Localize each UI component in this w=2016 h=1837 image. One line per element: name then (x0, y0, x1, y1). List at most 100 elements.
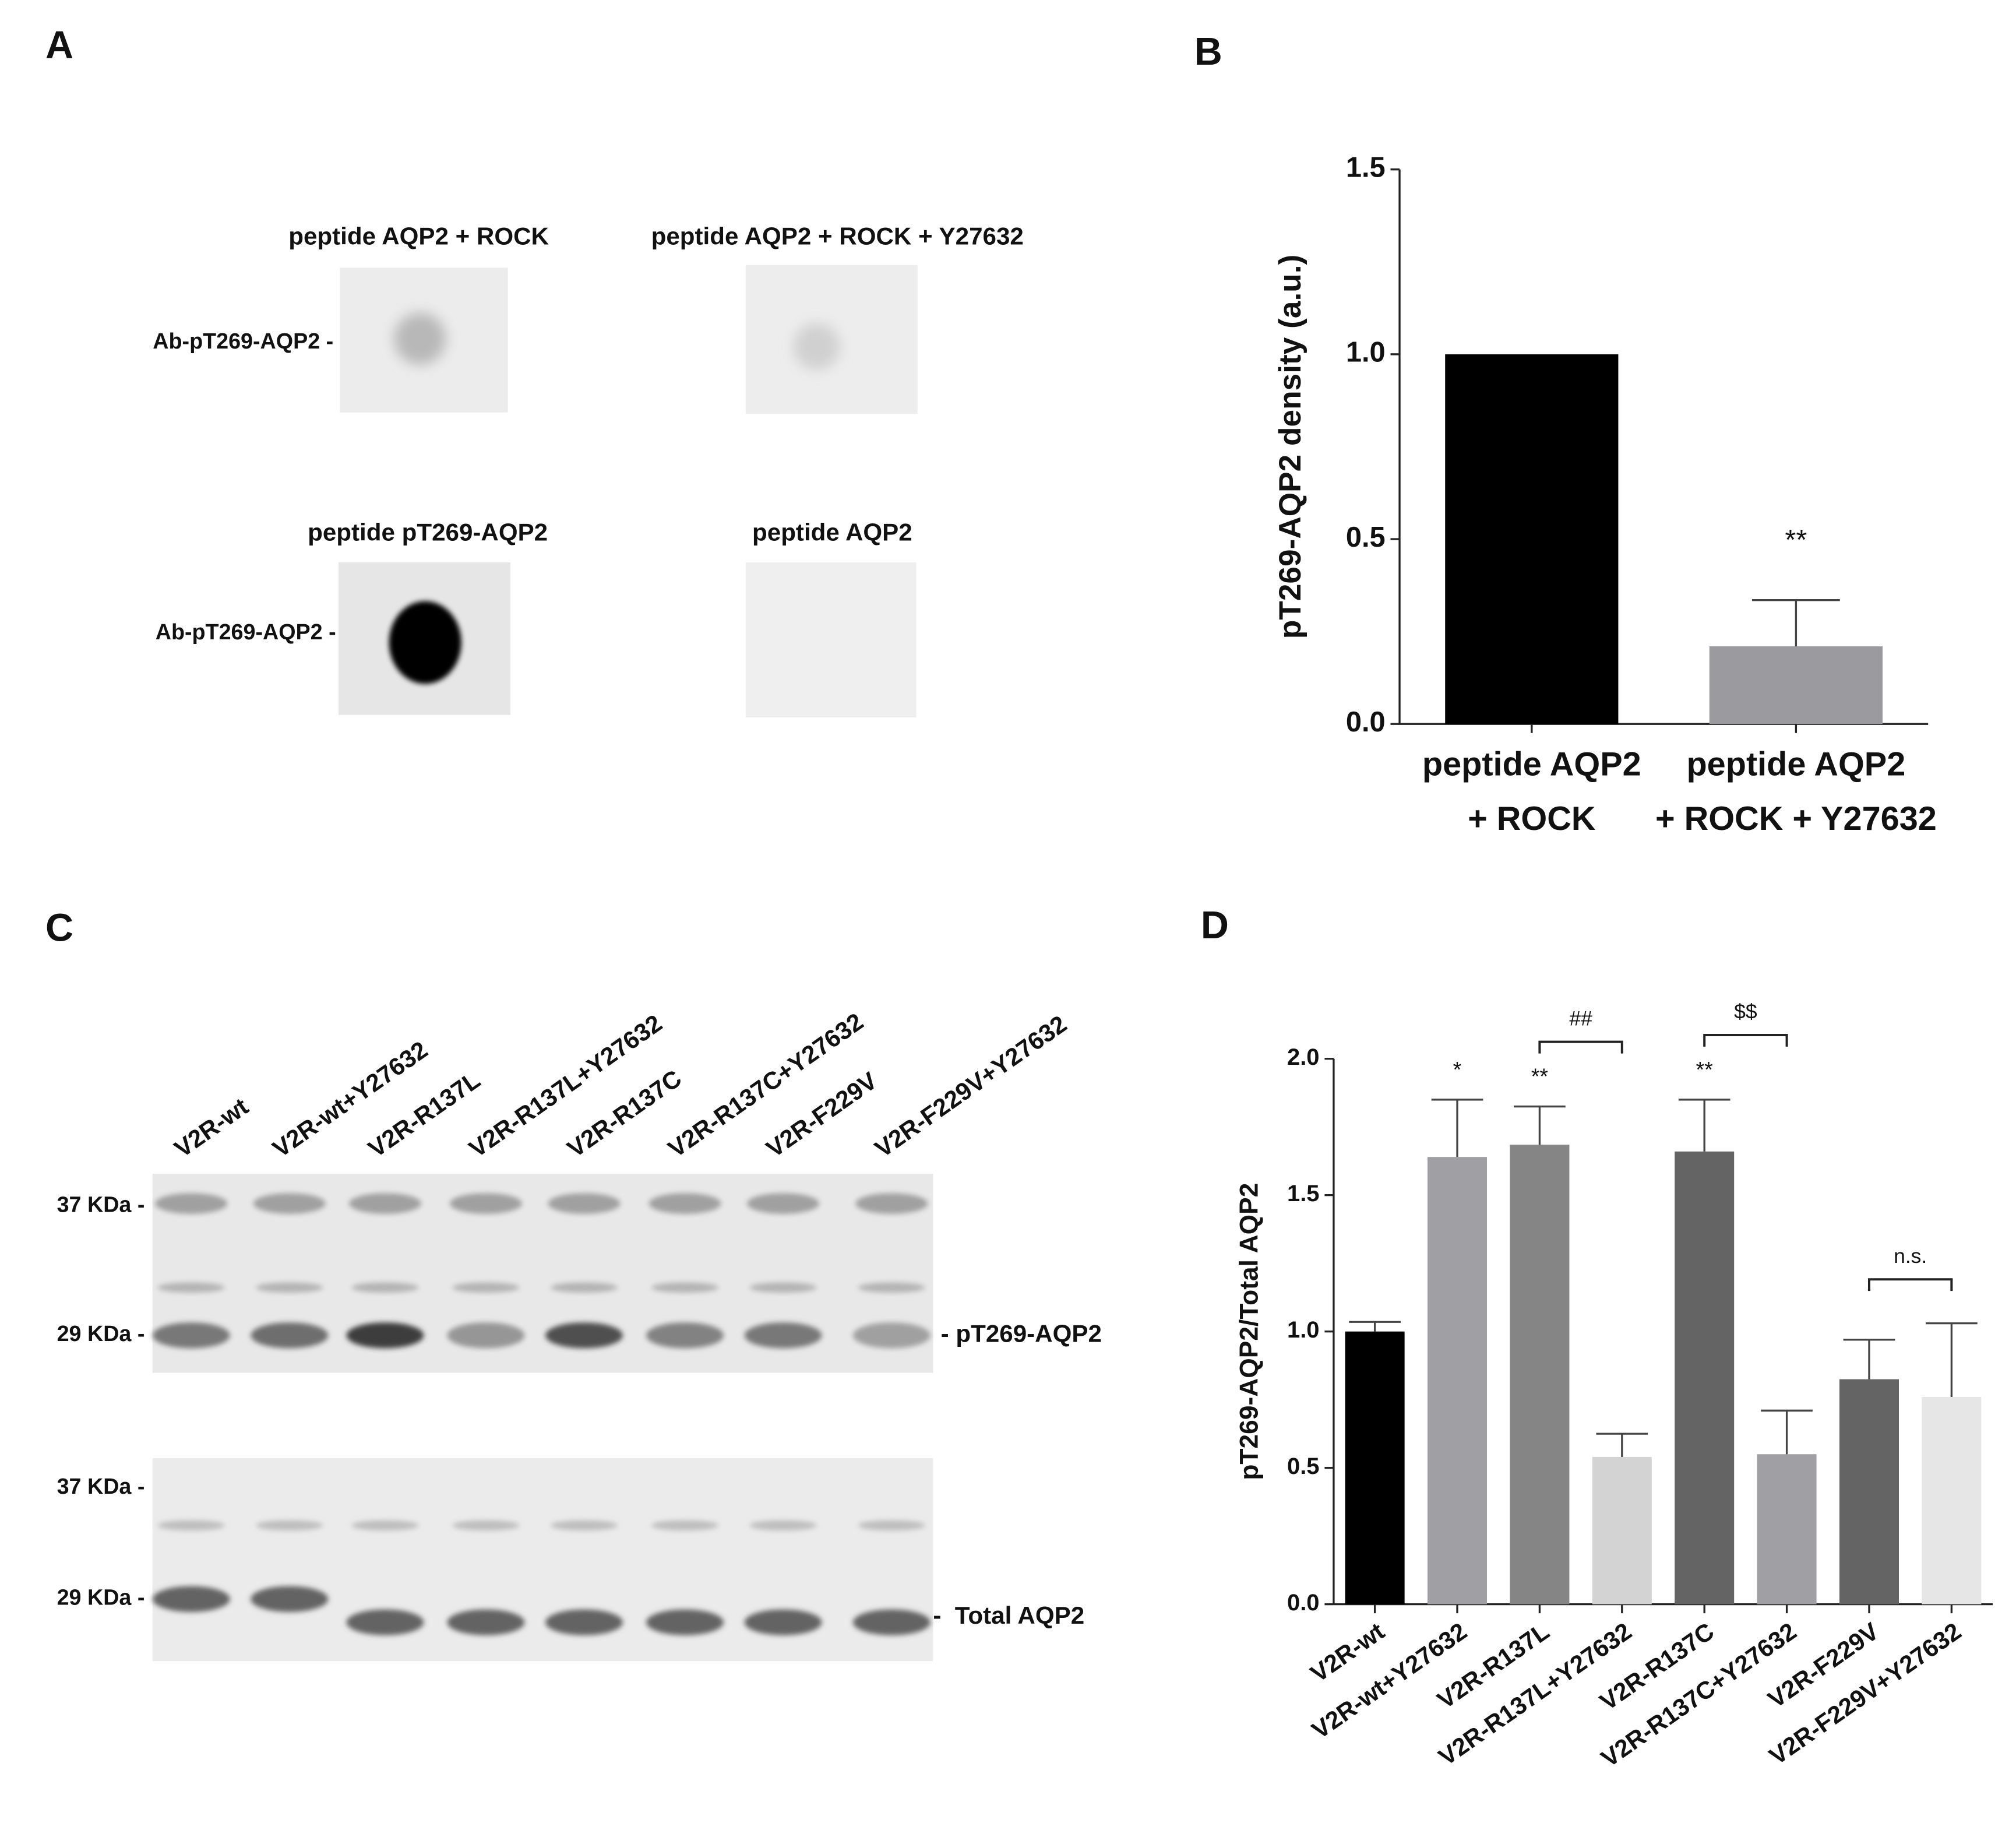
significance-label: ** (1531, 1064, 1549, 1089)
bar (1922, 1396, 1982, 1604)
x-tick-label: + ROCK (1468, 800, 1596, 837)
spot-label: peptide pT269-AQP2 (308, 518, 548, 546)
blot-square (745, 562, 917, 718)
bar (1428, 1157, 1488, 1604)
blot-band (545, 1609, 623, 1635)
panel-label: A (45, 24, 73, 67)
blot-band (251, 1586, 329, 1612)
blot-band (447, 1609, 525, 1635)
blot-band (550, 1520, 618, 1531)
blot-band (744, 1609, 822, 1635)
blot-band (852, 1609, 931, 1635)
blot-spot (389, 601, 461, 684)
blot-band (651, 1520, 719, 1531)
spot-label: peptide AQP2 + ROCK (288, 222, 549, 249)
blot-membrane (152, 1458, 933, 1662)
bar (1510, 1145, 1570, 1604)
blot-spot (793, 323, 840, 370)
row-label: Ab-pT269-AQP2 - (156, 620, 336, 644)
blot-band (744, 1322, 822, 1349)
blot-band (449, 1193, 523, 1214)
band-label: - Total AQP2 (933, 1602, 1084, 1629)
blot-band (852, 1322, 931, 1349)
blot-band (855, 1193, 928, 1214)
significance-bracket (1703, 1033, 1788, 1047)
y-tick-label: 1.0 (1346, 337, 1386, 368)
blot-band (550, 1282, 618, 1293)
bar (1709, 646, 1883, 724)
blot-band (155, 1193, 228, 1214)
y-tick-label: 0.5 (1346, 522, 1386, 553)
panel-label: B (1194, 30, 1222, 73)
y-tick-label: 0.5 (1287, 1454, 1319, 1479)
significance-label: ** (1785, 525, 1807, 556)
blot-band (346, 1609, 424, 1635)
bracket-label: n.s. (1894, 1244, 1927, 1268)
blot-band (157, 1520, 225, 1531)
panel-label: C (45, 907, 73, 950)
significance-bracket (1538, 1040, 1623, 1054)
blot-band (152, 1322, 230, 1349)
y-tick-label: 1.5 (1287, 1181, 1319, 1206)
spot-label: peptide AQP2 + ROCK + Y27632 (651, 222, 1024, 249)
y-tick-label: 1.0 (1287, 1317, 1319, 1343)
y-axis-title: pT269-AQP2/Total AQP2 (1235, 1183, 1264, 1480)
x-tick-label: peptide AQP2 (1422, 746, 1641, 783)
blot-band (651, 1282, 719, 1293)
bar (1839, 1379, 1899, 1604)
western-blot-panel: 37 KDa - 29 KDa - 37 KDa - 29 KDa - - pT… (57, 1008, 1102, 1662)
blot-band (749, 1282, 817, 1293)
size-marker: 29 KDa - (57, 1585, 145, 1610)
bar (1757, 1454, 1817, 1604)
blot-band (648, 1193, 721, 1214)
lane-label: V2R-wt (170, 1093, 253, 1163)
blot-band (256, 1520, 323, 1531)
y-axis-title: pT269-AQP2 density (a.u.) (1273, 255, 1307, 639)
bar (1675, 1151, 1735, 1604)
lane-label: V2R-F229V+Y27632 (870, 1010, 1072, 1163)
blot-band (452, 1282, 520, 1293)
blot-band (858, 1282, 926, 1293)
significance-label: * (1453, 1057, 1462, 1082)
blot-band (749, 1520, 817, 1531)
panel-label: D (1201, 904, 1229, 947)
blot-band (548, 1193, 621, 1214)
blot-band (858, 1520, 926, 1531)
blot-band (348, 1193, 422, 1214)
blot-band (646, 1322, 724, 1349)
blot-band (746, 1193, 820, 1214)
size-marker: 29 KDa - (57, 1321, 145, 1346)
bracket-label: $$ (1734, 1000, 1757, 1023)
blot-band (253, 1193, 326, 1214)
significance-label: ** (1696, 1057, 1714, 1082)
y-tick-label: 2.0 (1287, 1044, 1319, 1070)
y-tick-label: 0.0 (1346, 706, 1386, 738)
bar (1592, 1456, 1652, 1604)
blot-band (452, 1520, 520, 1531)
blot-band (646, 1609, 724, 1635)
blot-band (351, 1282, 419, 1293)
blot-band (346, 1322, 424, 1349)
x-tick-label: + ROCK + Y27632 (1655, 800, 1937, 837)
y-tick-label: 0.0 (1287, 1590, 1319, 1616)
dot-blot-panel: peptide AQP2 + ROCK peptide AQP2 + ROCK … (153, 222, 1024, 718)
blot-band (157, 1282, 225, 1293)
bar (1345, 1331, 1405, 1604)
band-label: - pT269-AQP2 (941, 1319, 1102, 1347)
bracket-label: ## (1569, 1007, 1592, 1030)
blot-spot (394, 312, 446, 365)
blot-band (256, 1282, 323, 1293)
blot-band (545, 1322, 623, 1349)
y-tick-label: 1.5 (1346, 152, 1386, 184)
row-label: Ab-pT269-AQP2 - (153, 329, 333, 353)
blot-band (447, 1322, 525, 1349)
x-tick-label: peptide AQP2 (1686, 746, 1905, 783)
blot-band (351, 1520, 419, 1531)
significance-bracket (1868, 1278, 1953, 1291)
size-marker: 37 KDa - (57, 1192, 145, 1216)
bar (1445, 354, 1619, 724)
lane-label: V2R-wt+Y27632 (267, 1036, 432, 1163)
blot-band (152, 1586, 230, 1612)
